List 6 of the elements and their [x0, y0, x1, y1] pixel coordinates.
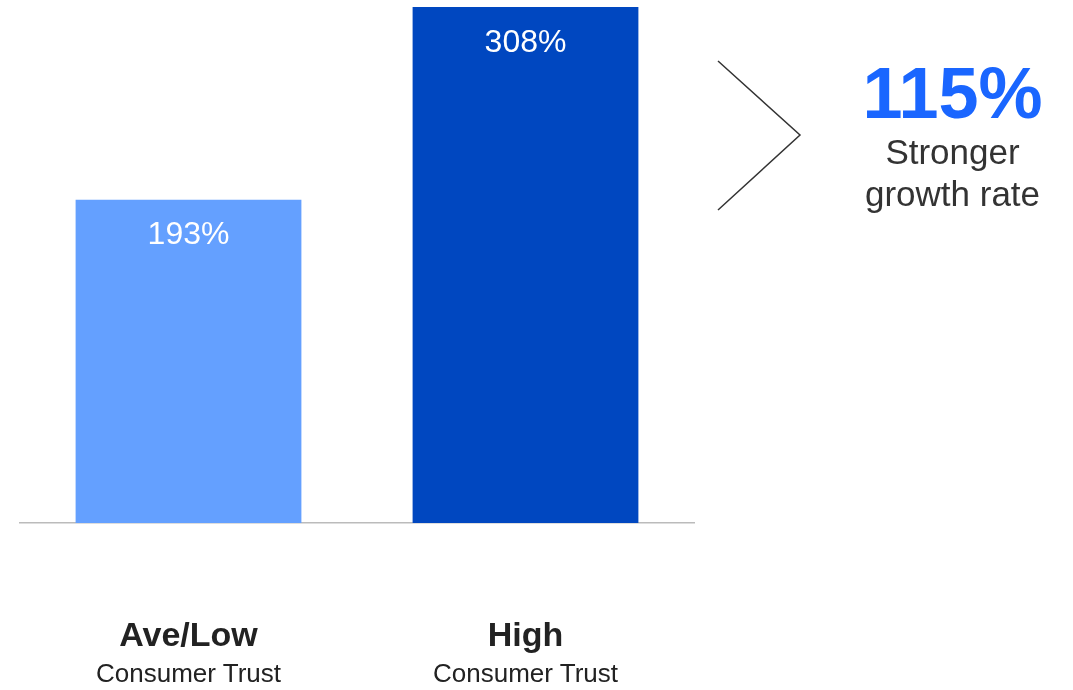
data-label: 193% — [147, 215, 230, 252]
data-label: 308% — [484, 22, 567, 59]
x-tick-label: High Consumer Trust — [433, 615, 619, 688]
text: Stronger growth rate — [863, 131, 1042, 215]
x-tick-label: Ave/Low Consumer Trust — [96, 615, 282, 688]
text: 115% — [861, 53, 1044, 133]
